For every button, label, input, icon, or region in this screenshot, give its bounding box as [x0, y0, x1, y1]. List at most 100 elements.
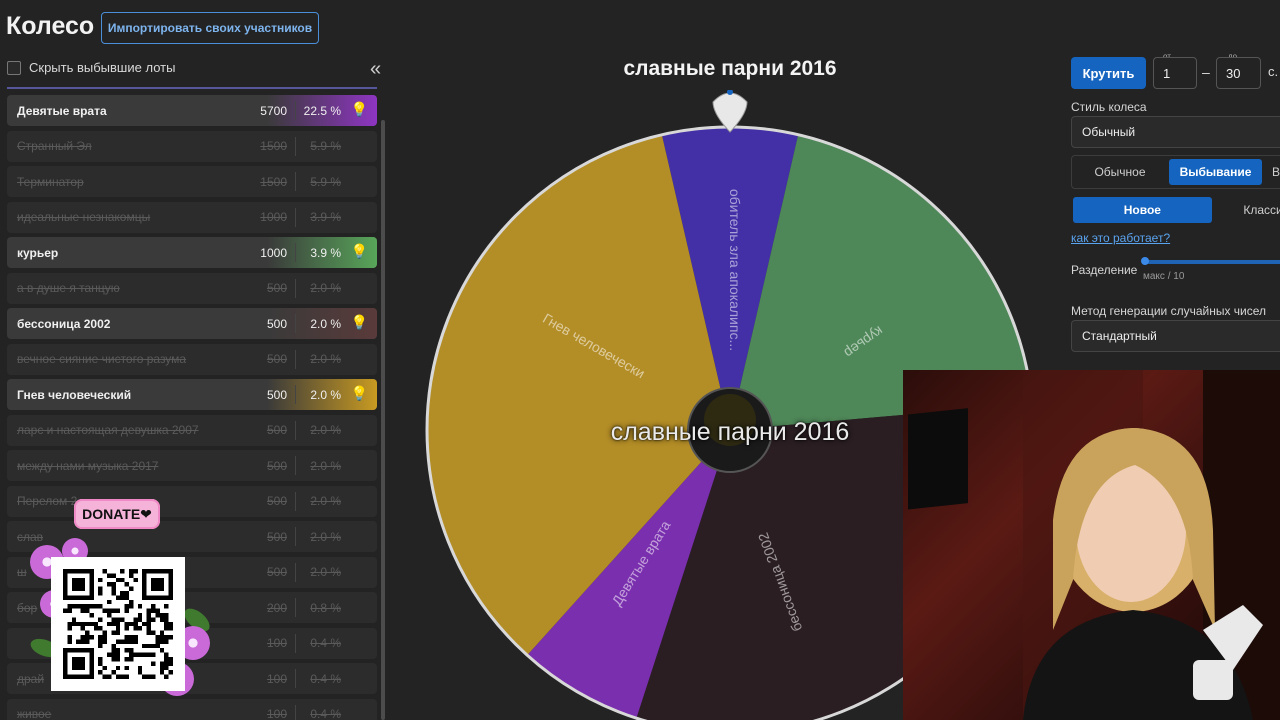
- spin-time-to-input[interactable]: [1216, 57, 1261, 89]
- wheel-pointer-icon: [712, 90, 748, 133]
- list-divider: [7, 87, 377, 89]
- page-title: Колесо: [6, 12, 95, 40]
- lot-separator: [295, 704, 296, 720]
- how-it-works-link[interactable]: как это работает?: [1071, 231, 1171, 245]
- lot-amount: 1500: [260, 174, 287, 189]
- lot-amount: 200: [266, 600, 287, 615]
- lot-row[interactable]: идеальные незнакомцы 1000 3.9 %: [7, 201, 377, 233]
- lot-percent: 3.9 %: [310, 245, 341, 260]
- lot-row[interactable]: живое 100 0.4 %: [7, 698, 377, 720]
- lot-name: драй: [17, 671, 45, 686]
- lot-amount: 1500: [260, 139, 287, 153]
- lot-percent: 2.0 %: [310, 494, 341, 508]
- lot-row[interactable]: Гнев человеческий 500 2.0 % 💡: [7, 379, 377, 410]
- lot-amount: 500: [266, 529, 287, 544]
- lot-row[interactable]: Странный Эл 1500 5.9 %: [7, 130, 377, 162]
- lot-row[interactable]: курьер 1000 3.9 % 💡: [7, 237, 377, 268]
- rng-method-select[interactable]: Стандартный: [1071, 320, 1280, 352]
- split-max-label: макс / 10: [1143, 271, 1185, 282]
- tab-classic[interactable]: Классич: [1243, 203, 1280, 217]
- split-slider-handle[interactable]: [1141, 257, 1149, 265]
- hide-eliminated-toggle[interactable]: Скрыть выбывшие лоты: [7, 60, 175, 75]
- lot-percent: 2.0 %: [310, 316, 341, 331]
- lot-separator: [295, 385, 296, 404]
- tab-normal[interactable]: Обычное: [1094, 165, 1146, 179]
- lightbulb-icon[interactable]: 💡: [350, 385, 368, 401]
- lot-percent: 2.0 %: [310, 458, 341, 473]
- lot-row[interactable]: вечное сияние чистого разума 500 2.0 %: [7, 343, 377, 375]
- wheel-segment-label: обитель зла апокалипс...: [727, 189, 743, 351]
- lot-separator: [295, 420, 296, 440]
- collapse-panel-icon[interactable]: «: [370, 58, 382, 80]
- lot-row[interactable]: Терминатор 1500 5.9 %: [7, 166, 377, 197]
- lot-separator: [295, 136, 296, 156]
- lot-separator: [295, 633, 296, 653]
- lot-amount: 500: [266, 387, 287, 402]
- lot-amount: 500: [266, 565, 287, 579]
- wheel-style-select[interactable]: Обычный: [1071, 116, 1280, 148]
- lot-amount: 500: [266, 458, 287, 473]
- spin-button[interactable]: Крутить: [1071, 57, 1146, 89]
- lot-percent: 2.0 %: [310, 352, 341, 366]
- wheel-segment: [662, 128, 798, 430]
- wheel-style-label: Стиль колеса: [1071, 100, 1147, 114]
- lot-name: бор: [17, 600, 38, 615]
- lot-row[interactable]: между нами музыка 2017 500 2.0 %: [7, 450, 377, 481]
- wheel-segment: [730, 135, 1031, 430]
- lot-color-badge: [267, 95, 377, 126]
- lot-amount: 500: [266, 494, 287, 508]
- donate-badge[interactable]: DONATE❤: [74, 499, 160, 529]
- lot-name: курьер: [17, 245, 59, 260]
- lot-separator: [295, 527, 296, 546]
- rng-method-label: Метод генерации случайных чисел: [1071, 304, 1267, 318]
- lot-row[interactable]: Перелом 2 500 2.0 %: [7, 485, 377, 517]
- lightbulb-icon[interactable]: 💡: [350, 101, 368, 117]
- wheel-center-emoji: [704, 394, 756, 446]
- lot-name: живое: [17, 707, 52, 720]
- tab-elimination[interactable]: Выбывание: [1169, 159, 1262, 185]
- lot-name: слав: [17, 529, 44, 544]
- lot-row[interactable]: ларс и настоящая девушка 2007 500 2.0 %: [7, 414, 377, 446]
- list-scrollbar[interactable]: [381, 120, 385, 720]
- lot-amount: 100: [266, 636, 287, 650]
- lot-percent: 0.4 %: [310, 671, 341, 686]
- lot-amount: 1000: [260, 210, 287, 224]
- lot-name: ш: [17, 565, 27, 579]
- lot-separator: [295, 349, 296, 369]
- lot-percent: 2.0 %: [310, 529, 341, 544]
- lot-name: Странный Эл: [17, 139, 92, 153]
- lot-percent: 2.0 %: [310, 281, 341, 295]
- lot-percent: 3.9 %: [310, 210, 341, 224]
- lot-row[interactable]: Девятые врата 5700 22.5 % 💡: [7, 95, 377, 126]
- spin-time-from-input[interactable]: [1153, 57, 1197, 89]
- lot-amount: 100: [266, 707, 287, 720]
- lot-separator: [295, 456, 296, 475]
- lot-row[interactable]: а в душе я танцую 500 2.0 %: [7, 272, 377, 304]
- lot-percent: 5.9 %: [310, 139, 341, 153]
- lot-amount: 500: [266, 352, 287, 366]
- lot-percent: 5.9 %: [310, 174, 341, 189]
- lot-color-badge: [267, 379, 377, 410]
- prize-wheel[interactable]: обитель зла апокалипс... курьербессоница …: [420, 90, 1060, 720]
- lot-separator: [295, 491, 296, 511]
- elimination-variant-tabs: Новое Классич: [1071, 193, 1280, 227]
- donation-qr-code[interactable]: [51, 557, 185, 691]
- import-participants-button[interactable]: Импортировать своих участников: [101, 12, 319, 44]
- tab-third-mode[interactable]: В: [1271, 165, 1280, 179]
- lightbulb-icon[interactable]: 💡: [350, 314, 368, 330]
- lot-name: идеальные незнакомцы: [17, 210, 151, 224]
- tab-new[interactable]: Новое: [1073, 197, 1212, 223]
- range-dash: –: [1202, 64, 1210, 80]
- split-label: Разделение: [1071, 263, 1138, 277]
- lot-amount: 500: [266, 316, 287, 331]
- lot-separator: [295, 278, 296, 298]
- lot-separator: [295, 562, 296, 582]
- hide-eliminated-checkbox[interactable]: [7, 60, 21, 75]
- lot-percent: 2.0 %: [310, 387, 341, 402]
- lot-name: вечное сияние чистого разума: [17, 352, 187, 366]
- lightbulb-icon[interactable]: 💡: [350, 243, 368, 259]
- lot-name: Девятые врата: [17, 103, 107, 118]
- lot-separator: [295, 101, 296, 120]
- split-slider-track[interactable]: [1142, 260, 1280, 264]
- lot-row[interactable]: бессоница 2002 500 2.0 % 💡: [7, 308, 377, 339]
